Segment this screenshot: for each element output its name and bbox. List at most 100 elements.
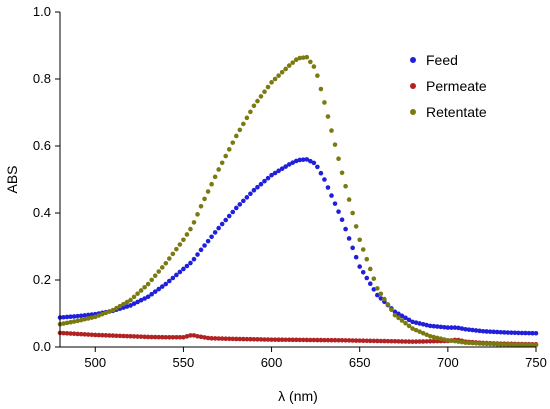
data-point bbox=[322, 177, 327, 182]
data-point bbox=[353, 254, 359, 260]
data-point bbox=[205, 335, 211, 341]
data-point bbox=[198, 334, 204, 340]
data-point bbox=[92, 314, 98, 320]
data-point bbox=[406, 317, 412, 323]
data-point bbox=[152, 289, 158, 294]
data-point bbox=[170, 251, 176, 257]
data-point bbox=[463, 340, 468, 345]
data-point bbox=[385, 338, 391, 344]
data-point bbox=[308, 158, 313, 164]
legend-marker bbox=[410, 109, 416, 115]
data-point bbox=[114, 333, 119, 339]
data-point bbox=[138, 288, 144, 293]
data-point bbox=[188, 226, 193, 232]
data-point bbox=[68, 319, 73, 325]
data-point bbox=[145, 281, 151, 287]
legend-label: Permeate bbox=[426, 78, 487, 94]
data-point bbox=[463, 326, 468, 332]
data-point bbox=[283, 337, 288, 343]
data-point bbox=[325, 185, 331, 190]
data-point bbox=[212, 174, 218, 180]
data-point bbox=[248, 191, 253, 197]
data-point bbox=[255, 98, 260, 104]
data-point bbox=[427, 323, 433, 329]
data-point bbox=[75, 331, 80, 337]
data-point bbox=[110, 307, 116, 313]
data-point bbox=[477, 341, 482, 346]
data-point bbox=[308, 59, 313, 65]
data-point bbox=[417, 329, 422, 334]
data-point bbox=[230, 209, 236, 215]
data-point bbox=[420, 321, 426, 327]
data-point bbox=[427, 333, 433, 339]
data-point bbox=[516, 342, 521, 347]
data-point bbox=[237, 336, 243, 342]
data-point bbox=[89, 315, 95, 320]
data-point bbox=[142, 284, 147, 290]
data-point bbox=[336, 209, 341, 214]
data-point bbox=[128, 297, 133, 303]
data-point bbox=[167, 334, 172, 340]
data-point bbox=[209, 181, 214, 187]
legend-label: Feed bbox=[426, 52, 458, 68]
data-point bbox=[322, 100, 327, 105]
data-point bbox=[149, 291, 154, 297]
data-point bbox=[410, 326, 415, 331]
data-point bbox=[128, 303, 133, 308]
x-tick-label: 500 bbox=[84, 355, 106, 370]
data-point bbox=[336, 337, 341, 343]
data-point bbox=[181, 237, 186, 243]
y-axis-title: ABS bbox=[4, 165, 20, 193]
data-point bbox=[156, 269, 162, 274]
data-point bbox=[512, 342, 518, 347]
data-point bbox=[78, 313, 84, 319]
data-point bbox=[491, 341, 496, 347]
data-point bbox=[392, 312, 398, 318]
data-point bbox=[128, 333, 133, 339]
data-point bbox=[389, 338, 394, 344]
data-point bbox=[191, 220, 197, 225]
data-point bbox=[315, 164, 320, 170]
data-point bbox=[272, 76, 278, 82]
data-point bbox=[230, 140, 236, 145]
data-point bbox=[71, 314, 77, 319]
data-point bbox=[100, 332, 105, 338]
data-point bbox=[480, 328, 486, 334]
data-point bbox=[449, 325, 454, 330]
data-point bbox=[152, 273, 158, 279]
data-point bbox=[445, 338, 451, 343]
data-point bbox=[92, 332, 98, 338]
data-point bbox=[509, 342, 514, 347]
data-point bbox=[174, 246, 179, 252]
data-point bbox=[449, 338, 454, 344]
data-point bbox=[191, 256, 197, 262]
data-point bbox=[290, 160, 296, 165]
data-point bbox=[255, 337, 260, 342]
data-point bbox=[519, 330, 525, 336]
data-point bbox=[406, 323, 412, 329]
data-point bbox=[396, 339, 401, 344]
data-point bbox=[209, 234, 214, 240]
data-point bbox=[329, 193, 334, 198]
data-point bbox=[241, 336, 246, 342]
data-point bbox=[223, 153, 229, 159]
data-point bbox=[523, 342, 528, 348]
data-point bbox=[149, 334, 154, 340]
data-point bbox=[385, 302, 391, 307]
x-tick-label: 600 bbox=[261, 355, 283, 370]
data-point bbox=[360, 270, 366, 275]
data-point bbox=[293, 158, 299, 164]
data-point bbox=[279, 337, 285, 343]
data-point bbox=[516, 330, 521, 336]
data-point bbox=[103, 310, 109, 316]
data-point bbox=[75, 313, 80, 319]
data-point bbox=[297, 337, 303, 343]
data-point bbox=[286, 162, 292, 167]
data-point bbox=[61, 314, 66, 320]
data-point bbox=[325, 114, 331, 119]
data-point bbox=[78, 331, 84, 337]
data-point bbox=[276, 168, 281, 174]
data-point bbox=[523, 330, 528, 336]
data-point bbox=[248, 336, 253, 342]
x-tick-label: 700 bbox=[437, 355, 459, 370]
